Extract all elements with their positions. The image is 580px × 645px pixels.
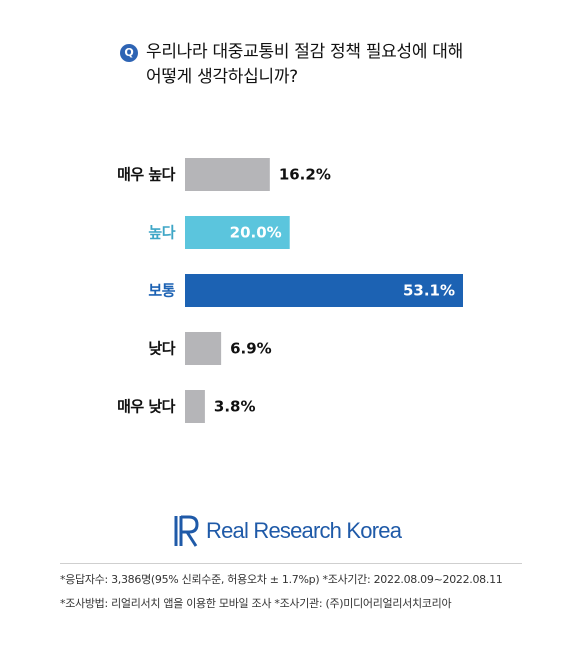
brand-name: Real Research Korea xyxy=(206,518,402,543)
bar-4 xyxy=(185,390,205,423)
category-label-4: 매우 낮다 xyxy=(117,398,176,416)
divider xyxy=(60,563,522,564)
question-line-1: 우리나라 대중교통비 절감 정책 필요성에 대해 xyxy=(146,42,463,62)
value-label-2: 53.1% xyxy=(403,282,455,300)
question-text: 우리나라 대중교통비 절감 정책 필요성에 대해 어떻게 생각하십니까? xyxy=(146,40,540,90)
bar-3 xyxy=(185,332,222,365)
brand-logo: Real Research Korea xyxy=(172,512,432,552)
question-line-2: 어떻게 생각하십니까? xyxy=(146,67,298,87)
question-badge: Q xyxy=(120,44,138,62)
survey-note-1: *응답자수: 3,386명(95% 신뢰수준, 허용오차 ± 1.7%p) *조… xyxy=(60,573,503,586)
category-label-2: 보통 xyxy=(148,282,175,300)
survey-notes: *응답자수: 3,386명(95% 신뢰수준, 허용오차 ± 1.7%p) *조… xyxy=(60,572,560,620)
value-label-1: 20.0% xyxy=(230,224,282,242)
category-label-0: 매우 높다 xyxy=(117,166,176,184)
category-label-1: 높다 xyxy=(148,224,175,242)
value-label-3: 6.9% xyxy=(230,340,272,358)
value-label-4: 3.8% xyxy=(214,398,256,416)
brand-r-icon xyxy=(174,515,199,547)
bar-chart: 매우 높다 16.2% 높다 20.0% 보통 53.1% 낮다 6.9% 매우 낮다 3.8% xyxy=(117,158,463,423)
bar-1 xyxy=(185,216,290,249)
survey-note-2: *조사방법: 리얼리서치 앱을 이용한 모바일 조사 *조사기관: (주)미디어… xyxy=(60,597,452,610)
category-label-3: 낮다 xyxy=(148,340,175,358)
bar-2 xyxy=(185,274,463,307)
bar-0 xyxy=(185,158,270,191)
question: Q 우리나라 대중교통비 절감 정책 필요성에 대해 어떻게 생각하십니까? xyxy=(120,40,540,90)
value-label-0: 16.2% xyxy=(279,166,331,184)
